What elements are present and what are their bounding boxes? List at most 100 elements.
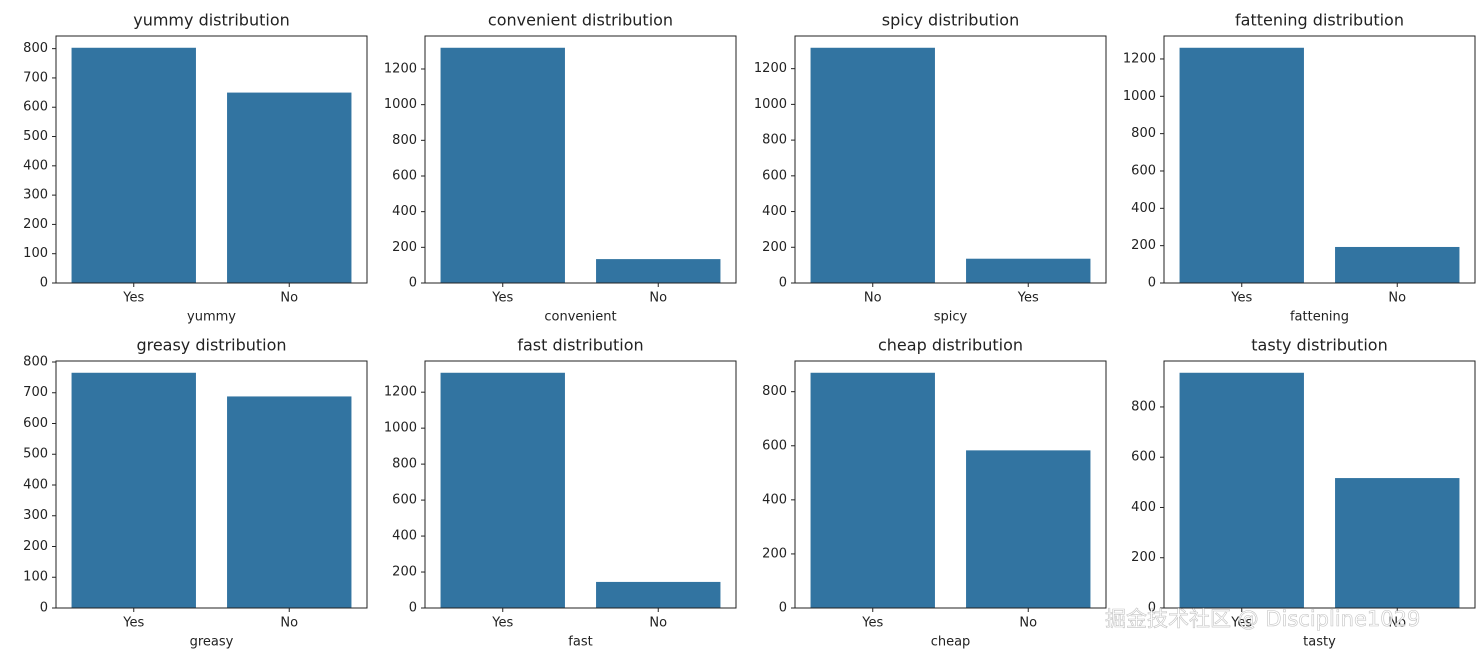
y-tick-label: 300 bbox=[23, 188, 48, 203]
bar bbox=[810, 372, 935, 608]
x-tick-label: No bbox=[280, 616, 298, 631]
bar bbox=[440, 372, 565, 608]
y-tick-label: 200 bbox=[392, 565, 417, 580]
y-tick-label: 400 bbox=[762, 492, 787, 507]
y-tick-label: 600 bbox=[1131, 450, 1156, 465]
x-tick-label: Yes bbox=[1017, 291, 1039, 306]
y-tick-label: 100 bbox=[23, 246, 48, 261]
x-tick-label: No bbox=[1388, 291, 1406, 306]
y-tick-label: 400 bbox=[762, 204, 787, 219]
y-tick-label: 800 bbox=[392, 133, 417, 148]
y-tick-label: 200 bbox=[23, 217, 48, 232]
y-tick-label: 600 bbox=[392, 168, 417, 183]
y-tick-label: 500 bbox=[23, 129, 48, 144]
y-tick-label: 700 bbox=[23, 385, 48, 400]
bar bbox=[71, 372, 196, 608]
bar bbox=[1179, 47, 1304, 284]
x-tick-label: No bbox=[649, 291, 667, 306]
y-tick-label: 0 bbox=[1148, 276, 1156, 291]
plot-frame bbox=[1163, 35, 1476, 284]
y-tick-label: 400 bbox=[392, 529, 417, 544]
y-tick-label: 1200 bbox=[384, 385, 417, 400]
plot-frame bbox=[55, 360, 368, 609]
bar bbox=[227, 396, 352, 608]
chart-title: yummy distribution bbox=[133, 11, 290, 30]
y-tick-label: 0 bbox=[409, 601, 417, 616]
y-tick-label: 800 bbox=[762, 133, 787, 148]
bar bbox=[1179, 372, 1304, 608]
y-tick-label: 400 bbox=[392, 204, 417, 219]
y-tick-label: 200 bbox=[1131, 550, 1156, 565]
plot-frame bbox=[794, 35, 1107, 284]
y-tick-label: 1000 bbox=[1123, 89, 1156, 104]
x-tick-label: Yes bbox=[122, 616, 144, 631]
y-tick-label: 600 bbox=[23, 416, 48, 431]
x-tick-label: Yes bbox=[1230, 291, 1252, 306]
y-tick-label: 1000 bbox=[384, 97, 417, 112]
plot-frame bbox=[794, 360, 1107, 609]
x-axis-label: yummy bbox=[187, 310, 236, 325]
plot-frame bbox=[55, 35, 368, 284]
x-tick-label: Yes bbox=[491, 291, 513, 306]
bar bbox=[596, 259, 721, 283]
y-tick-label: 1000 bbox=[384, 421, 417, 436]
y-tick-label: 400 bbox=[1131, 500, 1156, 515]
y-tick-label: 800 bbox=[392, 457, 417, 472]
x-tick-label: No bbox=[280, 291, 298, 306]
x-tick-label: No bbox=[649, 616, 667, 631]
bar bbox=[966, 258, 1091, 283]
chart-title: tasty distribution bbox=[1251, 336, 1387, 355]
y-tick-label: 800 bbox=[1131, 126, 1156, 141]
x-axis-label: fast bbox=[568, 635, 592, 650]
y-tick-label: 400 bbox=[23, 477, 48, 492]
chart-title: convenient distribution bbox=[488, 11, 673, 30]
y-tick-label: 0 bbox=[1148, 601, 1156, 616]
x-tick-label: No bbox=[1019, 616, 1037, 631]
bar bbox=[440, 47, 565, 284]
watermark: 掘金技术社区 @ Discipline1029 bbox=[1105, 607, 1420, 631]
x-axis-label: fattening bbox=[1290, 310, 1349, 325]
y-tick-label: 200 bbox=[392, 240, 417, 255]
plot-frame bbox=[1163, 360, 1476, 609]
x-axis-label: convenient bbox=[544, 310, 616, 325]
x-axis-label: tasty bbox=[1303, 635, 1336, 650]
y-tick-label: 200 bbox=[23, 539, 48, 554]
y-tick-label: 1200 bbox=[754, 61, 787, 76]
y-tick-label: 600 bbox=[1131, 163, 1156, 178]
bar bbox=[810, 47, 935, 284]
x-tick-label: No bbox=[1388, 616, 1406, 631]
y-tick-label: 600 bbox=[23, 100, 48, 115]
y-tick-label: 0 bbox=[40, 276, 48, 291]
chart-title: fast distribution bbox=[517, 336, 643, 355]
x-axis-label: spicy bbox=[934, 310, 968, 325]
x-axis-label: greasy bbox=[190, 635, 234, 650]
y-tick-label: 800 bbox=[23, 354, 48, 369]
y-tick-label: 1200 bbox=[1123, 51, 1156, 66]
y-tick-label: 0 bbox=[40, 601, 48, 616]
chart-title: greasy distribution bbox=[136, 336, 286, 355]
y-tick-label: 600 bbox=[762, 438, 787, 453]
y-tick-label: 1200 bbox=[384, 61, 417, 76]
y-tick-label: 200 bbox=[762, 240, 787, 255]
y-tick-label: 200 bbox=[1131, 238, 1156, 253]
y-tick-label: 1000 bbox=[754, 97, 787, 112]
y-tick-label: 600 bbox=[762, 168, 787, 183]
bar bbox=[71, 47, 196, 284]
y-tick-label: 800 bbox=[1131, 399, 1156, 414]
y-tick-label: 400 bbox=[23, 158, 48, 173]
chart-title: spicy distribution bbox=[882, 11, 1019, 30]
chart-title: cheap distribution bbox=[878, 336, 1023, 355]
y-tick-label: 600 bbox=[392, 493, 417, 508]
x-tick-label: Yes bbox=[122, 291, 144, 306]
bar bbox=[1335, 246, 1460, 283]
y-tick-label: 800 bbox=[762, 384, 787, 399]
x-tick-label: Yes bbox=[491, 616, 513, 631]
y-tick-label: 100 bbox=[23, 570, 48, 585]
y-tick-label: 700 bbox=[23, 70, 48, 85]
bar bbox=[596, 581, 721, 608]
y-tick-label: 400 bbox=[1131, 201, 1156, 216]
x-tick-label: Yes bbox=[1230, 616, 1252, 631]
x-axis-label: cheap bbox=[931, 635, 971, 650]
plot-frame bbox=[424, 360, 737, 609]
